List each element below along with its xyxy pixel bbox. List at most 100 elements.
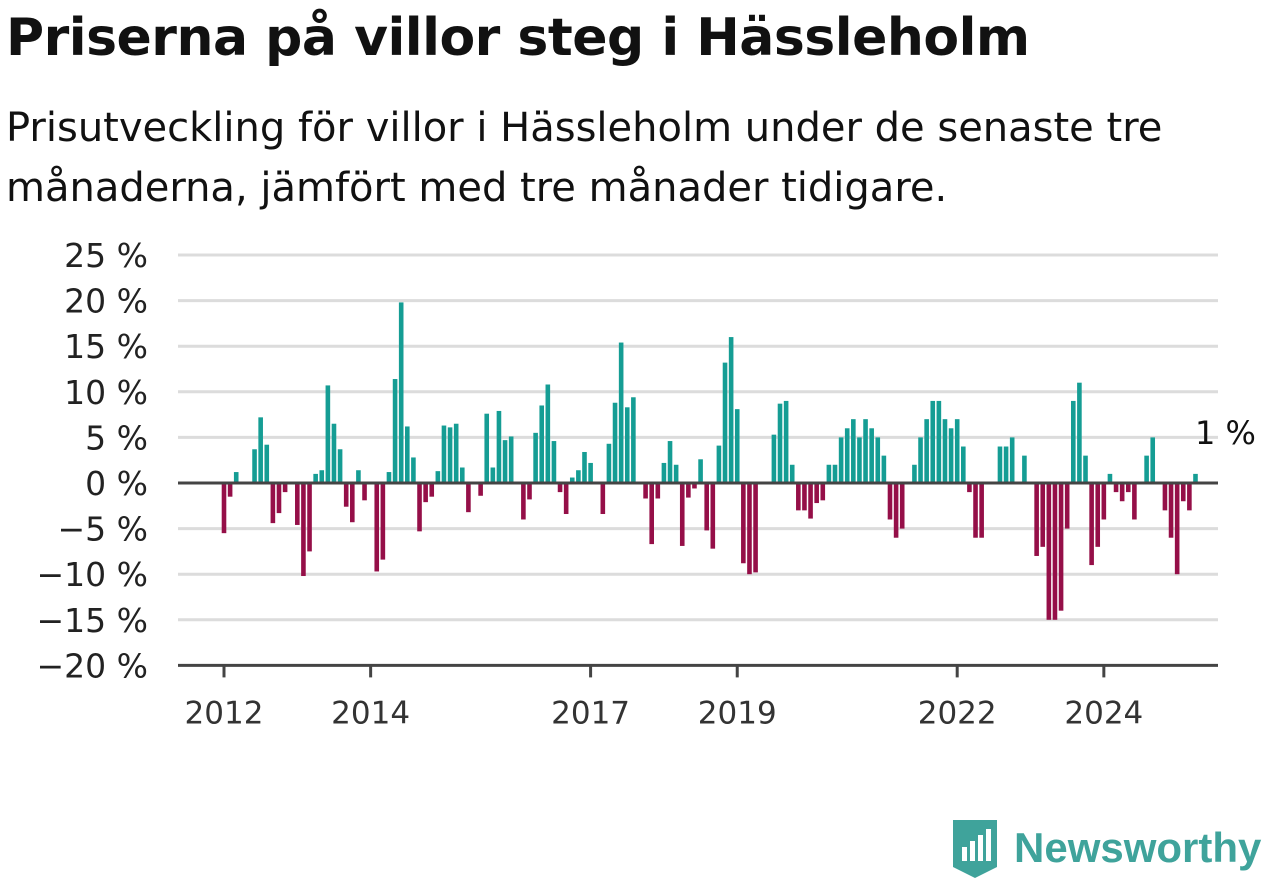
bar [551,441,557,483]
bar [777,403,783,483]
y-tick-label: −20 % [37,646,149,685]
y-tick-label: 10 % [64,373,148,412]
x-tick-label: 2022 [918,695,997,731]
bar [948,428,954,483]
bar [582,451,587,483]
brand-logo: Newsworthy [950,816,1261,880]
y-axis: 25 % 20 % 15 % 10 % 5 % 0 % −5 % −10 % −15 % −20 … [37,236,149,685]
bar [521,483,526,520]
bar [863,419,868,483]
bar [527,483,532,500]
bar [319,470,325,483]
bar [600,483,606,515]
x-axis: 2012 2014 2017 2019 2022 2024 [178,481,1218,731]
bar [557,483,563,493]
bar [1083,455,1088,483]
bar [1119,483,1125,502]
bar [961,446,966,483]
bar [887,483,893,520]
bar [539,405,545,483]
bar-chart: 25 % 20 % 15 % 10 % 5 % 0 % −5 % −10 % −15 % −20 … [37,236,1256,731]
bar [374,483,380,572]
y-tick-label: −5 % [58,510,149,549]
bar [832,464,838,483]
bar [686,483,691,498]
brand-name: Newsworthy [1014,824,1262,871]
x-tick-label: 2017 [551,695,630,731]
last-value-annotation: 1 % [1195,414,1256,452]
bar [441,425,447,483]
x-tick-label: 2019 [698,695,777,731]
bar [1150,437,1156,483]
bar [453,423,459,483]
bar [893,483,899,538]
bar [307,483,312,552]
bar [612,402,618,483]
bar [930,400,936,483]
bar [1107,473,1113,483]
bar [624,407,630,483]
y-tick-label: 5 % [85,418,148,457]
bar [356,470,361,483]
bar [698,459,703,483]
bar [899,483,905,529]
bar [716,445,722,483]
bar [1009,437,1015,483]
bar [802,483,807,511]
bar [942,419,948,483]
bar [1064,483,1070,529]
bar [325,385,331,483]
bar [838,437,844,483]
x-tick-label: 2012 [185,695,264,731]
bar [331,423,337,483]
bar [392,379,398,483]
bar [227,483,233,497]
bar [979,483,984,538]
bar [673,464,679,483]
bar [270,483,276,524]
bar [869,428,874,483]
bar [563,483,569,515]
page-subtitle: Prisutveckling för villor i Hässleholm u… [6,105,1163,211]
bar [1046,483,1052,620]
bar [814,483,819,504]
bar [753,483,758,573]
bar [496,410,502,483]
bar [350,483,355,523]
x-tick-label: 2014 [331,695,410,731]
bar [722,362,728,483]
bar [1003,446,1009,483]
bar [783,400,789,483]
y-tick-label: 20 % [64,282,148,321]
bar [918,437,923,483]
y-tick-label: 25 % [64,236,148,275]
bar [1180,483,1186,502]
bar [1070,400,1076,483]
bar [264,444,270,483]
bar [1101,483,1107,520]
bar [649,483,654,545]
y-tick-label: −10 % [37,555,149,594]
bar [997,446,1003,483]
bar [588,462,593,483]
bar [1187,483,1192,511]
bar [1132,483,1137,520]
bar [643,483,648,499]
bar [576,470,581,483]
bar [967,483,972,493]
annotations: 1 % [1195,414,1256,452]
bar [569,477,575,483]
bar [954,419,960,483]
y-tick-label: −15 % [37,601,149,640]
page-title: Priserna på villor steg i Hässleholm [6,8,1030,68]
bar [386,472,392,483]
bar [466,483,471,513]
bar [1162,483,1168,511]
bar [973,483,978,538]
bar [362,483,367,501]
bar [618,342,624,483]
bar [924,419,929,483]
bar [851,419,856,483]
bar [1089,483,1094,566]
bar [221,483,227,534]
